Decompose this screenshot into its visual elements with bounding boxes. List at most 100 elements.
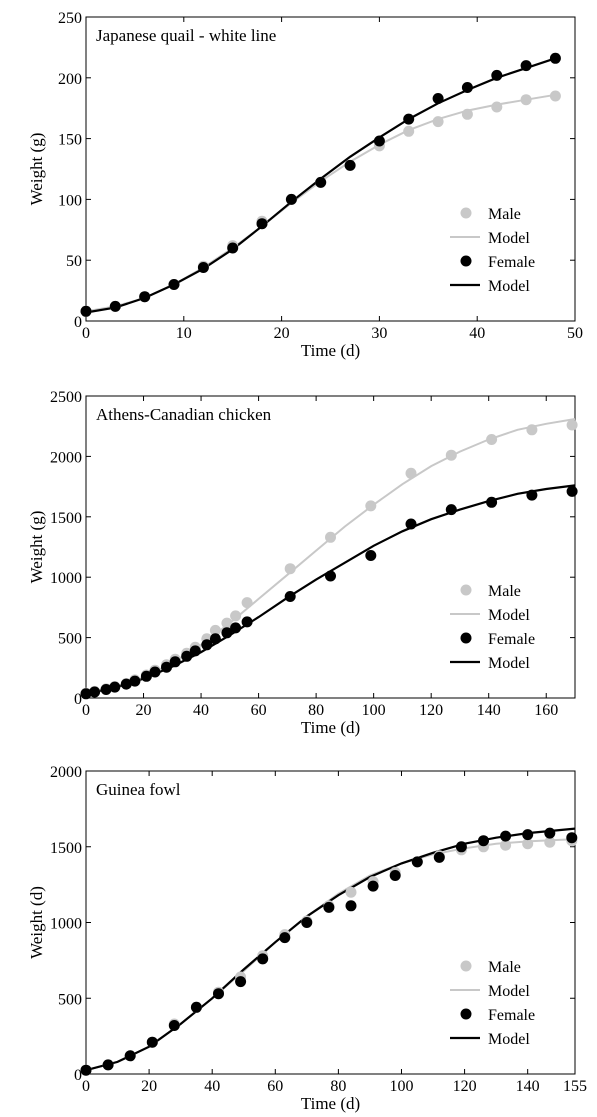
x-tick-label: 10 [176,325,192,342]
x-tick-label: 140 [516,1078,540,1095]
y-tick-label: 200 [58,71,82,88]
legend-label: Male [488,583,521,600]
data-point-female [190,1001,202,1013]
data-point-female [146,1036,158,1048]
data-point-female [522,829,534,841]
data-point-female [566,832,578,844]
data-point-male [365,500,377,512]
data-point-female [197,262,209,273]
panel-title: Athens-Canadian chicken [96,405,272,424]
x-tick-label: 80 [308,702,324,719]
x-tick-label: 40 [204,1078,220,1095]
legend-label: Male [488,959,521,976]
data-point-female [566,485,578,497]
data-point-female [373,135,385,147]
data-point-female [284,591,296,602]
panel-title: Guinea fowl [96,780,181,799]
data-point-female [209,633,221,645]
plot-frame [85,16,576,322]
data-point-female [389,870,401,881]
x-tick-label: 20 [274,325,290,342]
data-point-female [168,279,180,290]
x-axis-label: Time (d) [301,1094,360,1113]
legend-label: Model [488,278,530,295]
data-point-female [129,675,141,687]
chart-panel-2: 0 20 40 60 80 100 120 140 160 0 500 1000 1500 2000 250… [27,389,578,737]
y-tick-label: 500 [58,631,82,648]
data-point-female [80,305,92,317]
data-point-female [526,489,538,501]
panel-title: Japanese quail - white line [96,26,276,45]
data-point-female [403,113,415,125]
data-point-female [432,93,444,104]
data-point-female [139,291,151,303]
data-point-female [89,686,101,698]
x-tick-label: 100 [389,1078,413,1095]
legend-marker-female [460,632,472,644]
legend-marker-male [460,960,472,972]
data-point-male [549,90,561,102]
x-tick-label: 0 [82,702,90,719]
x-tick-label: 60 [267,1078,283,1095]
data-point-female [80,688,92,700]
y-tick-label: 1000 [50,916,82,933]
data-point-female [169,656,181,668]
legend-label: Female [488,1007,535,1024]
legend-marker-female [460,1008,472,1020]
legend-marker-male [460,207,472,219]
data-point-male [403,125,415,137]
data-point-female [124,1050,136,1062]
data-point-male [520,94,532,106]
chart-panel-1: 0 10 20 30 40 50 0 50 100 150 200 250 Time (d) Weight… [27,10,583,360]
y-tick-label: 150 [58,132,82,149]
data-point-female [367,880,379,892]
data-point-female [257,953,269,965]
legend-label: Model [488,607,530,624]
data-point-female [285,193,297,205]
data-point-female [491,69,503,81]
data-point-male [491,101,503,113]
data-point-female [100,684,112,695]
y-tick-label: 1000 [50,570,82,587]
data-point-male [241,597,253,609]
data-point-female [445,504,457,516]
y-tick-label: 1500 [50,840,82,857]
data-point-female [544,827,556,839]
x-tick-label: 140 [477,702,501,719]
data-point-female [80,1064,92,1076]
x-tick-label: 30 [371,325,387,342]
x-tick-label: 120 [419,702,443,719]
x-tick-label: 0 [82,325,90,342]
y-tick-label: 0 [74,1067,82,1084]
data-point-female [230,622,242,634]
y-axis-label: Weight (d) [27,886,46,959]
x-tick-label: 0 [82,1078,90,1095]
legend-label: Model [488,1031,530,1048]
data-point-female [478,835,489,847]
x-tick-label: 40 [469,325,485,342]
data-point-female [201,639,213,651]
data-point-male [284,563,296,575]
x-tick-label: 80 [330,1078,346,1095]
data-point-male [221,617,233,629]
x-tick-label: 50 [567,325,583,342]
plot-frame [85,395,576,699]
data-point-female [325,570,336,582]
data-point-female [120,678,132,690]
data-point-female [345,900,357,912]
data-point-female [102,1059,114,1071]
data-point-male [345,886,357,898]
y-tick-label: 0 [74,691,82,708]
data-point-female [323,901,335,913]
x-axis-label: Time (d) [301,341,360,360]
data-point-female [344,159,356,171]
data-point-female [161,661,172,673]
plot-frame [85,770,576,1075]
data-point-male [566,419,578,431]
data-point-female [405,518,417,530]
y-tick-label: 1500 [50,510,82,527]
data-point-female [227,242,239,254]
data-point-female [213,988,224,1000]
y-tick-label: 100 [58,192,82,209]
